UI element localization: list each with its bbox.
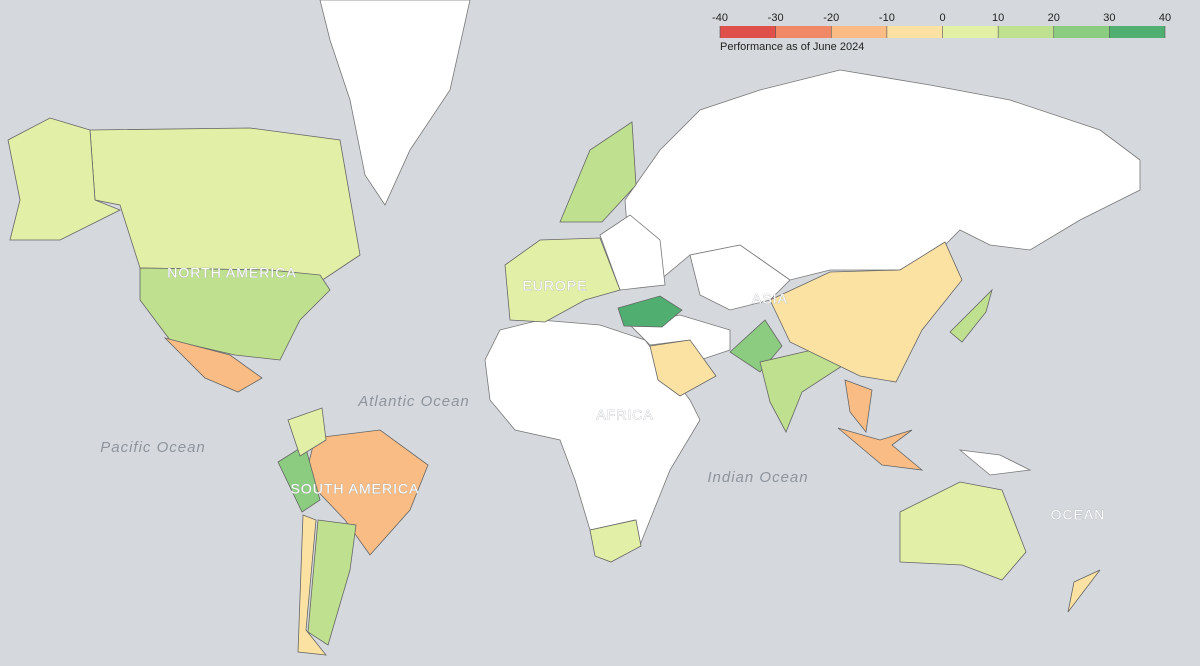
country — [287, 407, 327, 457]
legend-tick-label: 0 — [939, 12, 945, 24]
country — [844, 379, 873, 433]
legend: Performance as of June 2024 -40 -30 -20 -10… — [712, 12, 1171, 53]
country — [589, 519, 642, 563]
country — [504, 237, 621, 323]
continent-label: ASIA — [752, 291, 788, 307]
legend-tick-label: -40 — [712, 12, 728, 24]
legend-title: Performance as of June 2024 — [720, 41, 864, 53]
continent-label: SOUTH AMERICA — [291, 481, 420, 497]
legend-tick-label: -20 — [823, 12, 839, 24]
country — [729, 319, 783, 373]
legend-swatch — [831, 26, 887, 38]
legend-swatch — [1053, 26, 1110, 38]
legend-swatch — [775, 26, 832, 38]
legend-tick-label: 40 — [1159, 12, 1171, 24]
country — [163, 337, 263, 393]
regions — [7, 117, 1101, 656]
greenland — [319, 0, 471, 206]
ocean-label: Atlantic Ocean — [357, 393, 470, 410]
country — [139, 267, 331, 361]
legend-swatch — [720, 26, 776, 38]
continent-label: NORTH AMERICA — [167, 265, 296, 281]
country — [307, 519, 357, 646]
legend-swatch — [942, 26, 999, 38]
ocean-label: Indian Ocean — [707, 469, 808, 486]
country — [617, 295, 683, 328]
country — [7, 117, 121, 241]
continent-label: EUROPE — [522, 278, 587, 294]
country — [769, 241, 963, 383]
legend-tick-label: -10 — [879, 12, 895, 24]
legend-tick-label: -30 — [768, 12, 784, 24]
legend-swatch — [886, 26, 943, 38]
map-labels: NORTH AMERICA SOUTH AMERICA EUROPE AFRIC… — [100, 264, 1106, 523]
country — [277, 444, 321, 513]
ocean-label: OCEAN — [1051, 507, 1106, 523]
country — [949, 288, 993, 343]
country — [297, 514, 327, 656]
continent-label: AFRICA — [596, 407, 653, 423]
country — [837, 427, 924, 471]
country — [899, 481, 1027, 581]
legend-tick-label: 20 — [1048, 12, 1060, 24]
legend-swatch — [1109, 26, 1165, 38]
new-guinea — [958, 449, 1032, 476]
country — [649, 339, 717, 397]
country — [1067, 569, 1101, 613]
country — [559, 121, 637, 223]
no-data-land — [319, 0, 1141, 547]
legend-swatch — [998, 26, 1054, 38]
legend-tick-label: 10 — [992, 12, 1004, 24]
ocean-label: Pacific Ocean — [100, 439, 206, 456]
legend-tick-label: 30 — [1103, 12, 1115, 24]
